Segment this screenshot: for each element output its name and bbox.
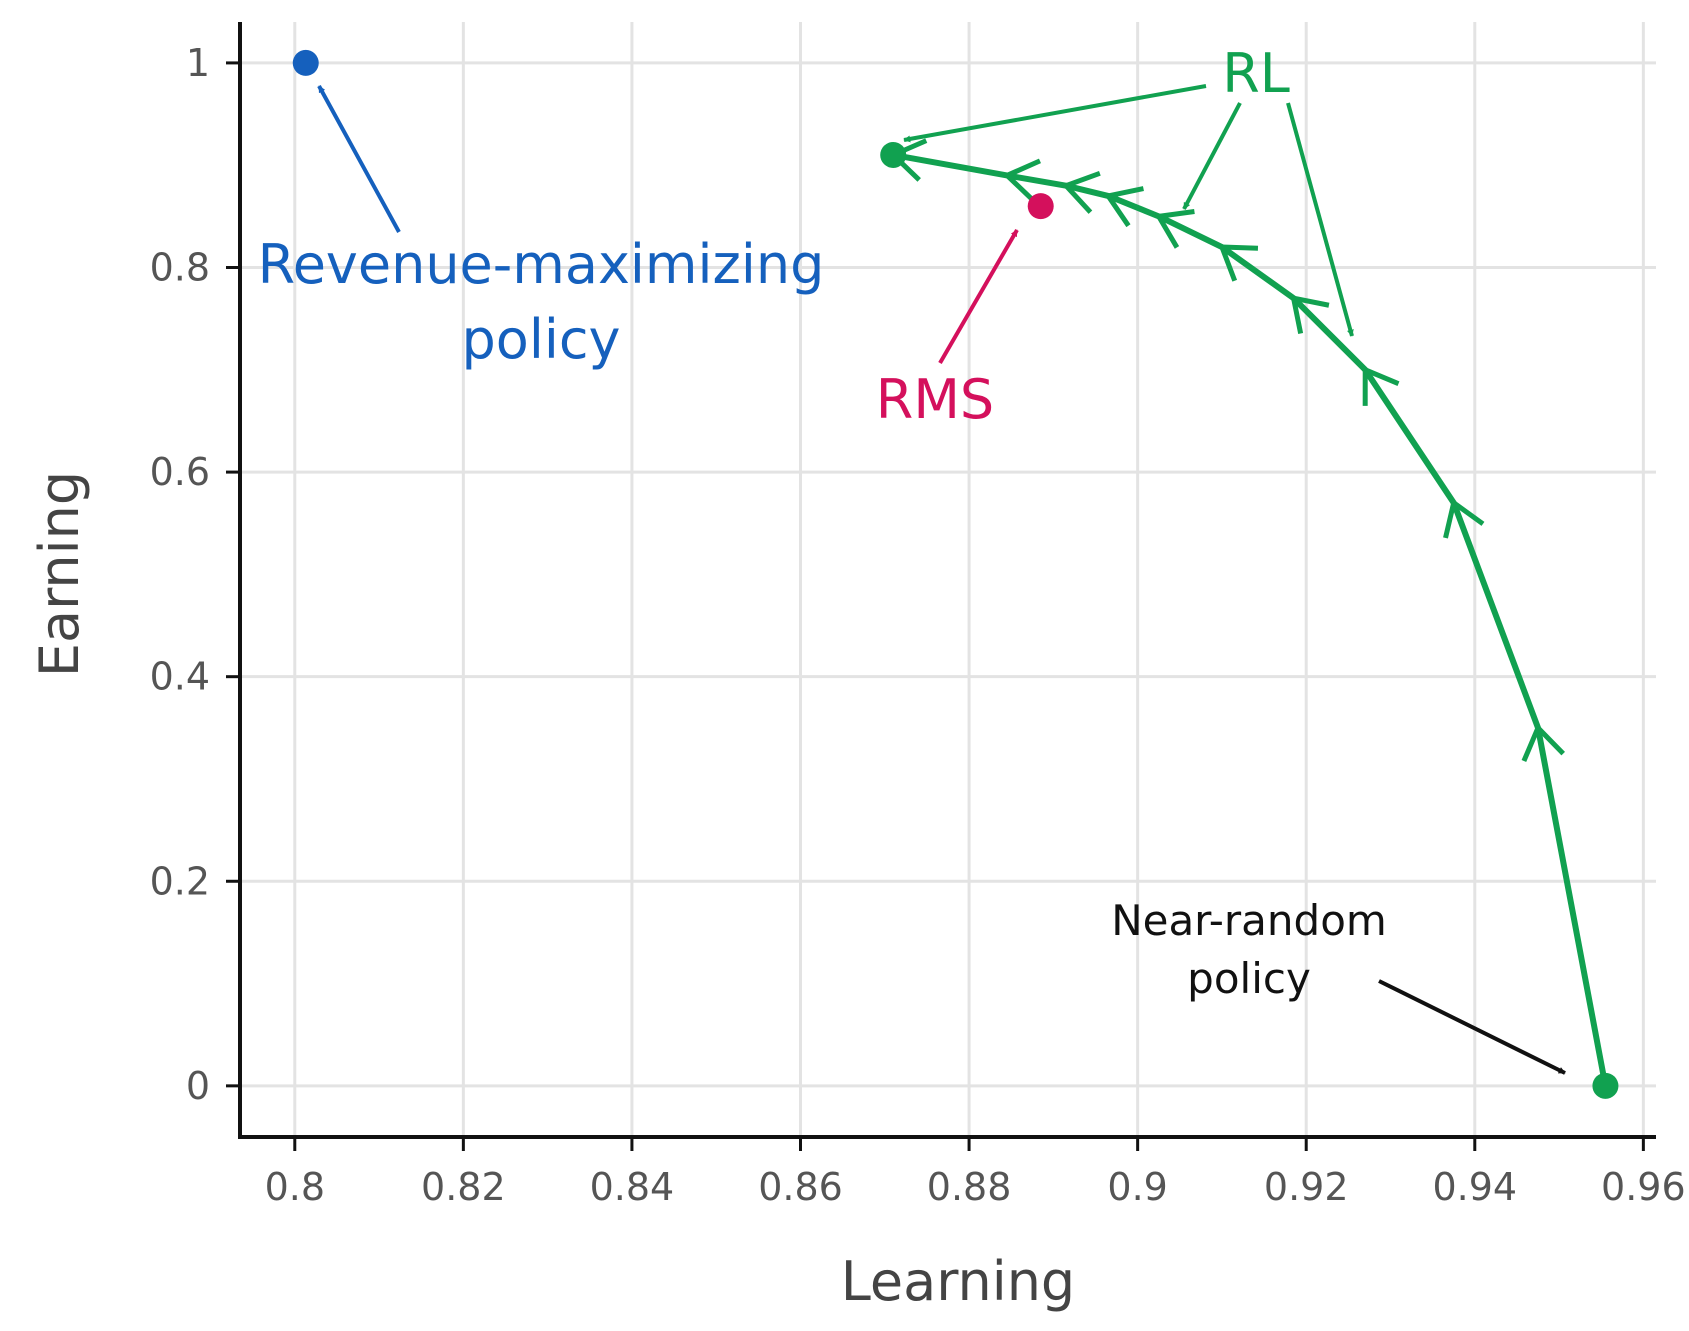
y-tick-label-4: 0.8 [150,246,210,290]
y-tick-label-2: 0.4 [150,655,210,699]
x-tick-label-1: 0.82 [421,1165,506,1209]
y-tick-label-1: 0.2 [150,859,210,903]
x-tick-label-7: 0.94 [1432,1165,1517,1209]
point-rms [1027,193,1054,220]
x-tick-label-3: 0.86 [758,1165,843,1209]
rl-direction-chevron-8 [1061,170,1101,214]
annotation-revenue: Revenue-maximizing policy [258,233,825,371]
y-tick-label-0: 0 [186,1064,210,1108]
y-axis-title: Earning [28,471,91,677]
arrow-revenue [317,85,401,233]
arrow-rl-1 [903,84,1207,143]
annotation-near-random-line1: Near-random [1111,896,1387,945]
arrow-near-random [1378,979,1566,1075]
point-near-random [1592,1072,1619,1099]
tick-labels: 0.8 0.82 0.84 0.86 0.88 0.9 0.92 0.94 0.96 0 0.2 0.… [150,41,1686,1209]
rl-direction-chevron-1 [1521,723,1565,762]
point-rl-end [880,141,907,168]
annotation-rms: RMS [876,368,994,431]
y-tick-label-5: 1 [186,41,210,85]
arrow-rms [938,228,1019,365]
arrow-rl-3 [1286,102,1354,337]
arrow-rl-2 [1182,102,1242,210]
y-tick-label-3: 0.6 [150,450,210,494]
x-tick-label-2: 0.84 [590,1165,675,1209]
rl-path [888,138,1609,1089]
x-tick-label-8: 0.96 [1601,1165,1686,1209]
rl-direction-chevron-3 [1362,366,1400,406]
axes [226,22,1656,1151]
rl-direction-chevron-9 [1002,158,1041,203]
annotation-near-random: Near-random policy [1111,896,1387,1003]
annotation-revenue-line1: Revenue-maximizing [258,233,825,296]
x-tick-label-0: 0.8 [265,1165,325,1209]
rl-direction-chevron-5 [1218,244,1259,282]
point-revenue-maximizing [292,49,319,76]
rl-direction-chevron-2 [1443,498,1485,539]
rl-direction-chevron-6 [1154,208,1195,249]
data-points [292,49,1619,1099]
annotation-near-random-line2: policy [1187,954,1311,1003]
rl-direction-chevron-4 [1290,295,1330,335]
x-tick-label-5: 0.9 [1107,1165,1167,1209]
grid [240,22,1656,1137]
rl-path-line [890,151,1609,1089]
x-axis-title: Learning [841,1250,1075,1313]
x-tick-label-4: 0.88 [927,1165,1012,1209]
annotation-rl: RL [1222,42,1290,105]
annotation-arrows [317,84,1566,1075]
rl-direction-chevron-7 [1103,186,1144,228]
annotation-revenue-line2: policy [462,308,621,371]
x-tick-label-6: 0.92 [1264,1165,1349,1209]
